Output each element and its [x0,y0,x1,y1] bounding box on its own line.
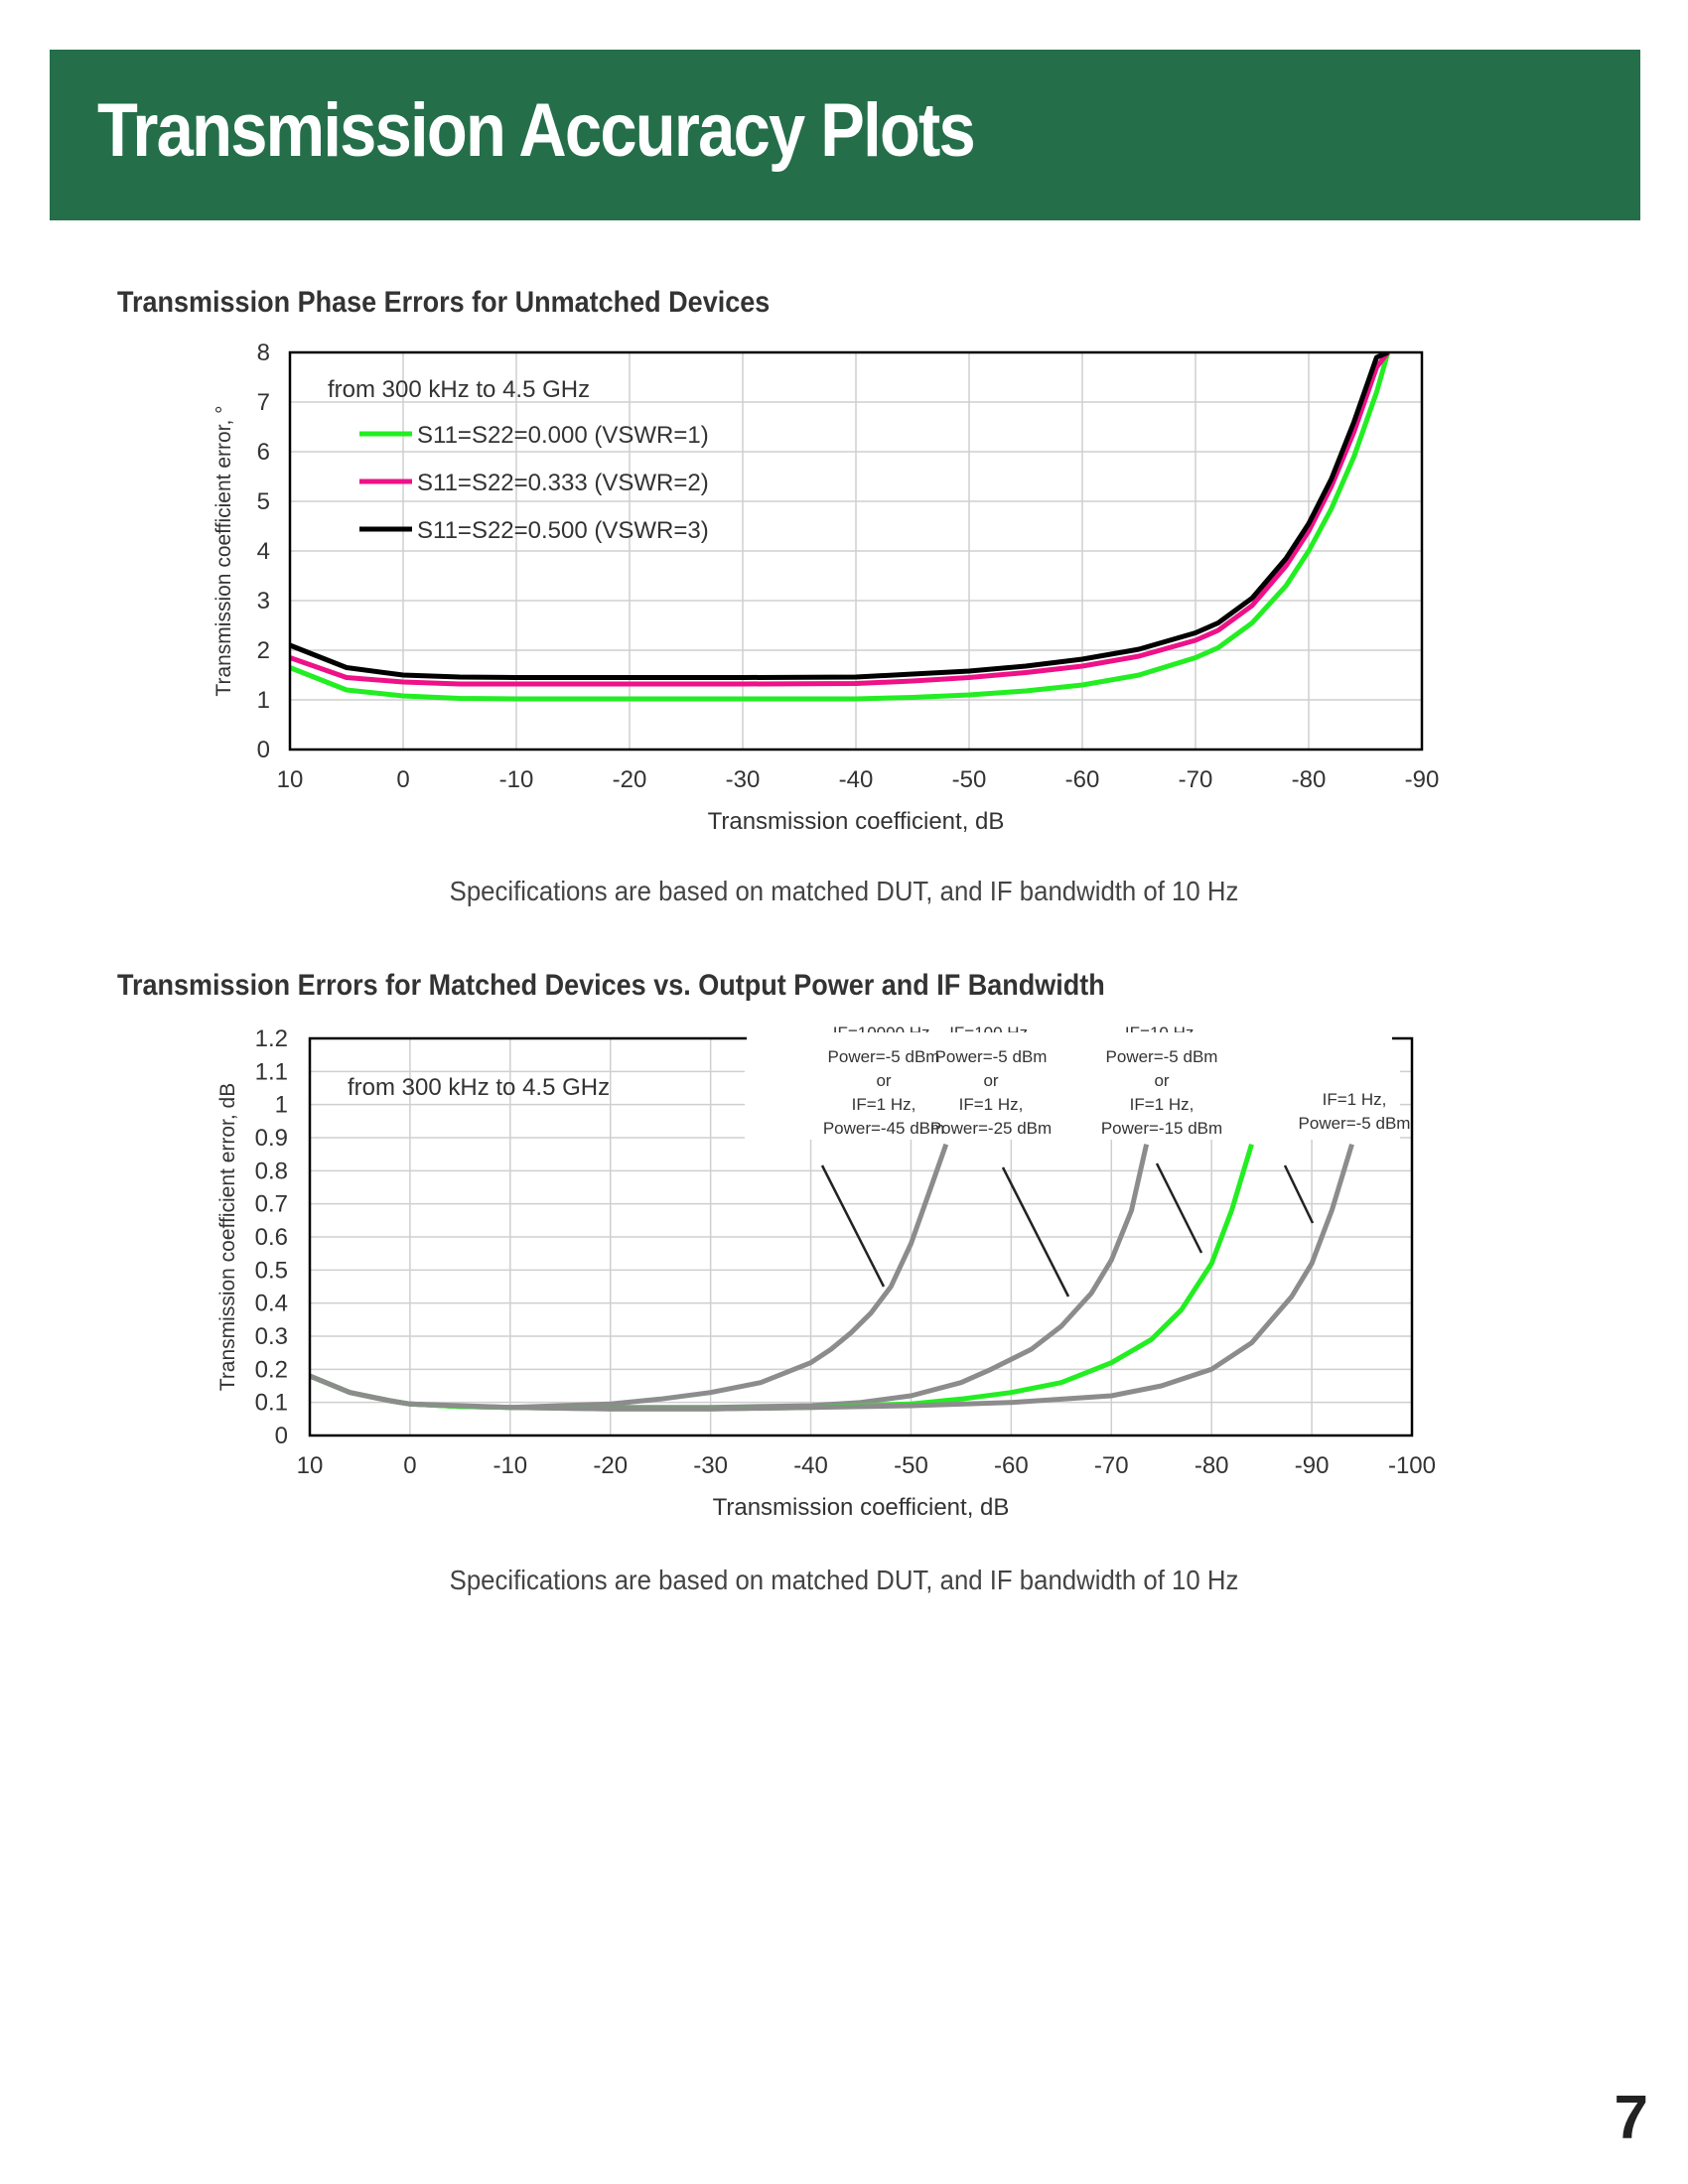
x-tick-label: 0 [396,766,409,793]
range-annotation: from 300 kHz to 4.5 GHz [328,376,590,403]
x-tick-label: -100 [1388,1452,1436,1479]
legend-label-3: S11=S22=0.500 (VSWR=3) [417,517,709,544]
y-tick-label: 0 [257,737,270,763]
callout-label-4: Power=-5 dBm [1299,1114,1411,1133]
x-tick-label: -50 [894,1452,928,1479]
x-tick-label: -10 [499,766,534,793]
y-tick-label: 0.2 [255,1356,288,1383]
y-tick-label: 6 [257,439,270,466]
callout-leader-4 [1283,1164,1315,1224]
y-axis-label: Transmission coefficient error, dB [216,1083,239,1391]
x-tick-label: -70 [1094,1452,1129,1479]
y-tick-label: 0.4 [255,1291,288,1317]
callout-backdrop [745,1028,1400,1140]
x-tick-label: 0 [403,1452,416,1479]
plot-border [288,350,1424,751]
page-number: 7 [1614,2084,1648,2152]
y-tick-label: 2 [257,637,270,664]
x-tick-label: -80 [1195,1452,1229,1479]
chart-phase-errors: 10 0 -10 -20 -30 -40 -50 -60 -70 -80 -90 0 1 2 3 4 5 6 7 8 T… [212,340,1440,835]
chart-transmission-errors: 10 0 -10 -20 -30 -40 -50 -60 -70 -80 -90 -100 0 0.1 0.… [216,1024,1436,1521]
y-tick-label: 0.1 [255,1390,288,1417]
y-tick-label: 0 [275,1423,288,1449]
callout-label-4: IF=1 Hz, [1323,1090,1387,1109]
x-tick-label: -80 [1292,766,1327,793]
y-tick-label: 1.1 [255,1058,288,1085]
callout-leader-2 [1001,1166,1070,1297]
y-tick-label: 8 [257,340,270,366]
x-tick-label: -60 [994,1452,1029,1479]
x-tick-label: -90 [1405,766,1440,793]
x-tick-label: -60 [1065,766,1100,793]
y-tick-label: 0.5 [255,1257,288,1284]
y-tick-label: 3 [257,588,270,614]
callout-label-3: IF=1 Hz, [1130,1095,1195,1114]
y-tick-label: 0.8 [255,1158,288,1184]
callout-label-2: Power=-5 dBm [935,1047,1048,1066]
y-tick-label: 0.3 [255,1323,288,1350]
callout-label-1: Power=-5 dBm [828,1047,940,1066]
callout-label-3: or [1154,1071,1169,1090]
chart-1-title: Transmission Phase Errors for Unmatched … [117,286,771,319]
x-tick-label: 10 [277,766,304,793]
y-tick-label: 1 [275,1092,288,1119]
callout-label-2: or [983,1071,998,1090]
y-tick-label: 4 [257,538,270,565]
x-tick-label: -30 [693,1452,728,1479]
y-axis-label: Transmission coefficient error, ° [212,405,235,696]
series-line-4 [310,1143,1354,1412]
callout-label-3: Power=-5 dBm [1106,1047,1218,1066]
legend-label-2: S11=S22=0.333 (VSWR=2) [417,470,709,496]
callout-label-1: or [876,1071,891,1090]
y-tick-label: 1 [257,687,270,714]
x-tick-label: -20 [593,1452,628,1479]
y-tick-label: 0.9 [255,1125,288,1152]
legend-label-1: S11=S22=0.000 (VSWR=1) [417,422,709,449]
x-tick-label: -30 [726,766,761,793]
x-tick-label: -40 [839,766,874,793]
callout-border-gap [747,1032,1392,1042]
y-tick-label: 5 [257,488,270,515]
page-title: Transmission Accuracy Plots [97,88,976,173]
callout-leader-1 [820,1164,886,1288]
callout-label-1: IF=1 Hz, [852,1095,916,1114]
y-tick-label: 0.6 [255,1224,288,1251]
callout-label-2: Power=-25 dBm [930,1119,1052,1138]
callout-leader-3 [1155,1162,1203,1254]
range-annotation: from 300 kHz to 4.5 GHz [348,1074,610,1101]
x-axis-label: Transmission coefficient, dB [713,1494,1010,1521]
x-tick-label: -90 [1295,1452,1330,1479]
x-tick-label: -50 [952,766,987,793]
x-tick-label: -10 [492,1452,527,1479]
callout-label-2: IF=1 Hz, [959,1095,1024,1114]
x-tick-label: -20 [613,766,647,793]
x-axis-label: Transmission coefficient, dB [708,808,1005,835]
x-tick-label: -70 [1179,766,1213,793]
chart-2-title: Transmission Errors for Matched Devices … [117,969,1105,1002]
callout-label-3: Power=-15 dBm [1101,1119,1222,1138]
x-tick-label: 10 [297,1452,324,1479]
series-line-3 [290,352,1389,680]
y-tick-label: 1.2 [255,1025,288,1052]
y-tick-label: 0.7 [255,1191,288,1218]
series-line-2 [290,352,1390,687]
chart-2-note: Specifications are based on matched DUT,… [449,1565,1239,1595]
callout-label-1: Power=-45 dBm [823,1119,944,1138]
x-tick-label: -40 [793,1452,828,1479]
y-tick-label: 7 [257,389,270,416]
chart-1-note: Specifications are based on matched DUT,… [449,876,1239,906]
page-header: Transmission Accuracy Plots [50,50,1640,220]
series-line-1 [290,352,1391,702]
